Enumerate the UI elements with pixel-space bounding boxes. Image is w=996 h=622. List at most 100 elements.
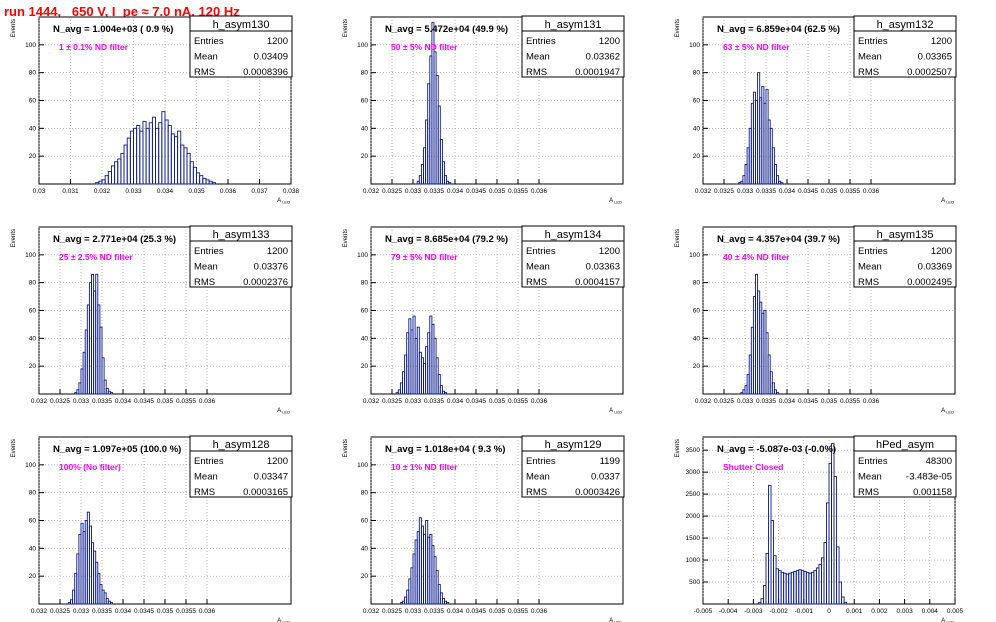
y-axis-title: Events (343, 439, 349, 457)
y-tick-label: 40 (29, 335, 37, 342)
y-tick-label: 80 (29, 70, 37, 77)
histogram-panel: 0.032 0.0325 0.033 0.0335 0.034 0.0345 0.035 0.… (11, 435, 293, 622)
x-tick-label: 0.0355 (840, 398, 860, 405)
y-tick-label: 100 (689, 252, 700, 259)
x-tick-label: 0.034 (779, 398, 796, 405)
x-tick-label: 0.0345 (798, 398, 818, 405)
y-tick-label: 3000 (686, 469, 701, 476)
y-tick-label: 40 (361, 545, 369, 552)
filter-label: Shutter Closed (723, 462, 783, 472)
y-tick-label: 20 (693, 153, 701, 160)
stats-label: Mean (526, 472, 550, 483)
stats-label: Entries (858, 36, 888, 47)
y-tick-label: 60 (361, 308, 369, 315)
histogram-bin (843, 601, 848, 605)
histogram-bin (780, 182, 784, 185)
stats-value: 1200 (931, 246, 952, 257)
stats-value: 1200 (267, 456, 288, 467)
x-tick-label: 0.036 (199, 608, 216, 615)
stats-value: 1200 (599, 246, 620, 257)
histogram-bin (836, 546, 840, 605)
y-tick-label: 100 (25, 42, 36, 49)
x-tick-label: 0.035 (157, 398, 174, 405)
x-tick-label: 0.035 (489, 608, 506, 615)
histogram-bin (441, 161, 445, 185)
x-tick-label: 0.005 (947, 608, 964, 615)
x-tick-label: 0.032 (31, 608, 48, 615)
x-tick-label: 0.0325 (382, 188, 402, 195)
stats-box (189, 225, 293, 288)
x-tick-label: 0.035 (821, 188, 838, 195)
histogram-panel: 0.032 0.0325 0.033 0.0335 0.034 0.0345 0.035 0.… (343, 15, 625, 205)
x-tick-label: 0.0355 (508, 398, 528, 405)
stats-value: 0.001158 (913, 487, 952, 498)
navg-label: N_avg = 5.472e+04 (49.9 %) (385, 24, 508, 35)
x-tick-label: 0.035 (157, 608, 174, 615)
stats-box (521, 435, 625, 498)
filter-label: 25 ± 2.5% ND filter (59, 252, 133, 262)
x-tick-label: 0.0355 (176, 608, 196, 615)
x-tick-label: 0.031 (62, 188, 79, 195)
x-tick-label: 0.034 (115, 398, 132, 405)
y-axis-title: Events (675, 439, 681, 457)
x-tick-label: 0.0325 (714, 398, 734, 405)
x-tick-label: 0.036 (199, 398, 216, 405)
histogram-bin (211, 182, 216, 185)
x-tick-label: 0.032 (695, 398, 712, 405)
y-tick-label: 100 (357, 252, 368, 259)
x-tick-label: 0.0335 (92, 608, 112, 615)
x-tick-label: -0.004 (719, 608, 738, 615)
x-tick-label: 0.0325 (50, 398, 70, 405)
x-tick-label: 0.0345 (134, 608, 154, 615)
x-tick-label: 0.03 (33, 188, 46, 195)
x-tick-label: -0.001 (795, 608, 814, 615)
x-axis-subscript: LED (281, 410, 290, 415)
histogram-bin (444, 175, 448, 185)
x-tick-label: 0 (827, 608, 831, 615)
stats-box (189, 15, 293, 78)
stats-label: Mean (194, 262, 218, 273)
x-tick-label: 0.032 (94, 188, 111, 195)
y-tick-label: 20 (361, 573, 369, 580)
stats-value: 1200 (267, 246, 288, 257)
x-tick-label: 0.003 (896, 608, 913, 615)
stats-value: 0.0337 (591, 472, 620, 483)
histogram-bin (833, 476, 838, 605)
x-tick-label: 0.0335 (424, 398, 444, 405)
stats-label: Entries (194, 456, 224, 467)
stats-box (189, 435, 293, 498)
stats-label: RMS (526, 487, 547, 498)
histogram-bin (103, 379, 107, 395)
stats-label: RMS (858, 487, 879, 498)
histogram-bin (439, 385, 443, 395)
stats-box (853, 225, 957, 288)
histogram-bin (101, 357, 105, 395)
x-tick-label: 0.032 (363, 608, 380, 615)
y-tick-label: 40 (361, 335, 369, 342)
stats-box (521, 15, 625, 78)
histogram-name: h_asym128 (213, 439, 270, 451)
x-tick-label: 0.001 (846, 608, 863, 615)
navg-label: N_avg = 4.357e+04 (39.7 %) (717, 234, 840, 245)
x-axis-title: A LED (277, 618, 290, 622)
x-tick-label: 0.034 (115, 608, 132, 615)
x-tick-label: 0.036 (863, 188, 880, 195)
y-tick-label: 2000 (686, 513, 701, 520)
y-tick-label: 60 (693, 98, 701, 105)
stats-value: 48300 (926, 456, 952, 467)
y-tick-label: 20 (29, 363, 37, 370)
stats-value: 0.03369 (918, 262, 952, 273)
y-tick-label: 60 (29, 308, 37, 315)
y-tick-label: 80 (693, 70, 701, 77)
x-tick-label: 0.0325 (50, 608, 70, 615)
stats-value: 0.0002495 (907, 277, 952, 288)
stats-label: Mean (194, 52, 218, 63)
stats-label: Entries (858, 246, 888, 257)
y-tick-label: 1000 (686, 557, 701, 564)
histogram-bin (776, 175, 780, 185)
x-tick-label: 0.035 (489, 398, 506, 405)
x-tick-label: 0.0355 (840, 188, 860, 195)
stats-label: Mean (194, 472, 218, 483)
x-axis-subscript: LED (945, 410, 954, 415)
y-tick-label: 60 (29, 98, 37, 105)
